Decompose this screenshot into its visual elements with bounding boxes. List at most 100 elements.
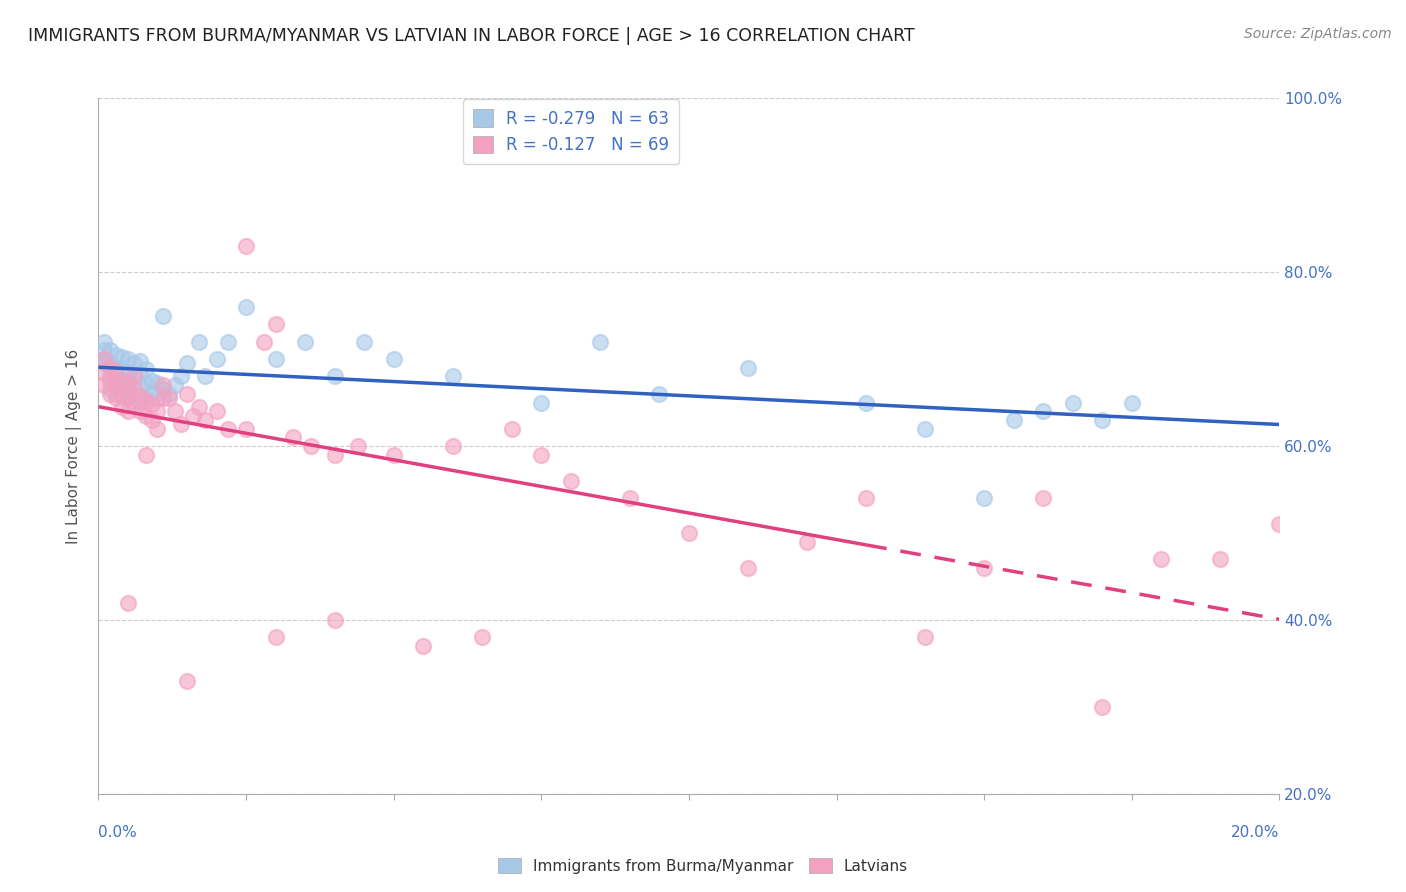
Point	[165, 404, 187, 418]
Point	[589, 334, 612, 349]
Point	[855, 491, 877, 505]
Point	[117, 388, 139, 402]
Point	[93, 334, 115, 349]
Point	[530, 448, 553, 462]
Point	[141, 397, 163, 411]
Point	[1150, 552, 1173, 566]
Point	[323, 448, 346, 462]
Point	[135, 391, 157, 405]
Point	[111, 388, 134, 402]
Point	[264, 317, 287, 331]
Point	[501, 421, 523, 435]
Point	[146, 421, 169, 435]
Point	[117, 596, 139, 610]
Point	[914, 421, 936, 435]
Y-axis label: In Labor Force | Age > 16: In Labor Force | Age > 16	[66, 349, 83, 543]
Point	[165, 378, 187, 392]
Point	[170, 369, 193, 384]
Point	[152, 309, 174, 323]
Legend: R = -0.279   N = 63, R = -0.127   N = 69: R = -0.279 N = 63, R = -0.127 N = 69	[463, 100, 679, 164]
Text: 20.0%: 20.0%	[1232, 825, 1279, 840]
Point	[152, 383, 174, 397]
Point	[264, 351, 287, 366]
Point	[93, 378, 115, 392]
Point	[323, 613, 346, 627]
Point	[98, 356, 121, 370]
Point	[128, 368, 150, 382]
Point	[111, 374, 134, 388]
Point	[135, 409, 157, 423]
Point	[135, 448, 157, 462]
Point	[122, 356, 145, 370]
Point	[98, 374, 121, 388]
Point	[152, 391, 174, 405]
Point	[412, 639, 434, 653]
Point	[283, 430, 305, 444]
Point	[217, 421, 239, 435]
Point	[382, 448, 405, 462]
Point	[98, 369, 121, 384]
Point	[117, 378, 139, 392]
Point	[98, 383, 121, 397]
Point	[973, 561, 995, 575]
Point	[235, 421, 257, 435]
Point	[98, 343, 121, 358]
Point	[105, 365, 128, 379]
Point	[141, 386, 163, 401]
Point	[128, 393, 150, 408]
Point	[194, 369, 217, 384]
Point	[471, 630, 494, 644]
Point	[170, 417, 193, 432]
Point	[128, 404, 150, 418]
Point	[914, 630, 936, 644]
Point	[294, 334, 316, 349]
Point	[235, 300, 257, 314]
Point	[135, 376, 157, 391]
Point	[117, 404, 139, 418]
Point	[323, 369, 346, 384]
Point	[157, 391, 180, 405]
Point	[441, 439, 464, 453]
Point	[105, 360, 128, 375]
Point	[187, 400, 209, 414]
Point	[796, 534, 818, 549]
Point	[122, 369, 145, 384]
Point	[678, 525, 700, 540]
Point	[737, 360, 759, 375]
Point	[93, 351, 115, 366]
Point	[111, 400, 134, 414]
Point	[105, 386, 128, 401]
Point	[111, 376, 134, 391]
Point	[1032, 404, 1054, 418]
Point	[98, 360, 121, 375]
Point	[1268, 517, 1291, 532]
Text: IMMIGRANTS FROM BURMA/MYANMAR VS LATVIAN IN LABOR FORCE | AGE > 16 CORRELATION C: IMMIGRANTS FROM BURMA/MYANMAR VS LATVIAN…	[28, 27, 915, 45]
Point	[135, 393, 157, 408]
Point	[253, 334, 276, 349]
Point	[855, 395, 877, 409]
Point	[105, 348, 128, 362]
Point	[122, 397, 145, 411]
Point	[205, 404, 228, 418]
Point	[117, 365, 139, 379]
Point	[347, 439, 370, 453]
Point	[737, 561, 759, 575]
Point	[353, 334, 375, 349]
Point	[187, 334, 209, 349]
Point	[157, 386, 180, 401]
Point	[176, 673, 198, 688]
Text: Source: ZipAtlas.com: Source: ZipAtlas.com	[1244, 27, 1392, 41]
Point	[135, 362, 157, 376]
Point	[111, 362, 134, 376]
Point	[122, 369, 145, 384]
Point	[973, 491, 995, 505]
Point	[128, 353, 150, 368]
Point	[1121, 395, 1143, 409]
Point	[205, 351, 228, 366]
Point	[93, 356, 115, 370]
Point	[217, 334, 239, 349]
Point	[176, 386, 198, 401]
Point	[117, 376, 139, 391]
Point	[1091, 413, 1114, 427]
Point	[93, 343, 115, 358]
